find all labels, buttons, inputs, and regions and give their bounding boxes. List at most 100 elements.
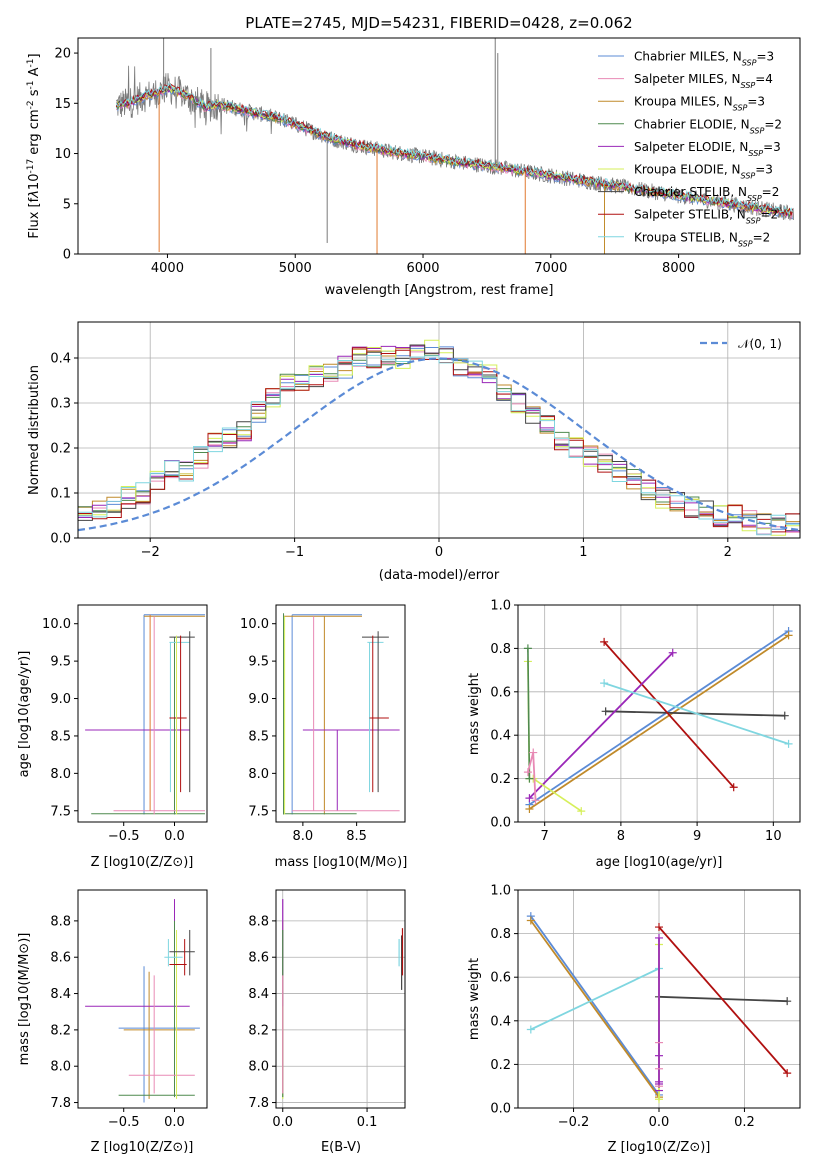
x-axis-label: (data-model)/error [379,568,500,583]
y-tick-label: 0.1 [50,487,71,502]
x-tick-label: 0 [435,545,443,560]
plot-area [526,912,792,1104]
y-axis-label: Flux [fλ10-17 erg cm-2 s-1 A-1] [26,53,42,238]
y-tick-label: 0.0 [50,532,71,547]
y-tick-label: 8.2 [248,1023,269,1038]
axes-mass-vs-EBV: 0.0 0.1 7.8 8.0 8.2 8.4 8.6 8.8 [248,889,406,1130]
legend-entry: 𝒩(0, 1) [738,337,782,351]
x-axis-label: Z [log10(Z/Z⊙)] [608,1140,711,1155]
plot-area [282,899,404,1099]
data-marker [523,644,532,653]
x-axis-label: mass [log10(M/M⊙)] [275,855,408,870]
series-line [530,919,660,1098]
plot-area [85,614,205,815]
data-marker [601,707,610,716]
x-axis-label: age [log10(age/yr)] [596,855,723,870]
y-tick-label: 7.5 [50,804,71,819]
x-axis-label: Z [log10(Z/Z⊙)] [91,855,194,870]
y-tick-label: 8.4 [248,987,269,1002]
legend-entry: Kroupa STELIB, NSSP=2 [634,230,770,248]
axes-frame [275,604,406,823]
data-marker [525,794,534,803]
plot-area [85,899,200,1103]
x-tick-label: 0.0 [164,1115,185,1130]
data-marker [668,648,677,657]
y-tick-label: 7.5 [248,804,269,819]
data-marker [780,711,789,720]
x-tick-label: 8 [617,829,625,844]
plot-area [78,339,800,536]
data-marker [523,768,532,777]
y-tick-label: 0.6 [490,971,511,986]
axes-massweight-vs-age: 7 8 9 10 0.0 0.2 0.4 0.6 0.8 1.0 [490,599,801,844]
plot-area [283,613,400,815]
axes-residuals: −2 −1 0 1 2 0.0 0.1 0.2 0.3 0.4 [50,321,801,560]
y-tick-label: 0.0 [490,1102,511,1117]
axes-frame [77,37,801,255]
axes-spectrum: 4000 5000 6000 7000 8000 0 5 10 15 20 [54,37,801,276]
x-axis-label: Z [log10(Z/Z⊙)] [91,1140,194,1155]
series-line [528,652,674,799]
y-tick-label: 5 [63,197,71,212]
y-tick-label: 0.8 [490,927,511,942]
plot-area [523,627,793,816]
y-tick-label: 0.2 [490,772,511,787]
y-tick-label: 9.5 [50,655,71,670]
data-marker [525,774,534,783]
x-tick-label: 6000 [406,261,439,276]
axes-massweight-vs-Z: −0.2 0.0 0.2 0.0 0.2 0.4 0.6 0.8 1.0 [490,884,801,1130]
y-axis-label: age [log10(age/yr)] [17,651,32,778]
y-tick-label: 8.6 [248,951,269,966]
series-line [528,630,790,806]
y-tick-label: 8.5 [248,729,269,744]
x-tick-label: 10 [765,829,782,844]
series-line [528,634,790,810]
series-line [603,682,789,745]
normal-curve [78,357,800,532]
x-tick-label: −0.5 [108,1115,140,1130]
x-tick-label: 8.0 [293,829,314,844]
legend-entry: Chabrier ELODIE, NSSP=2 [634,117,782,135]
y-tick-label: 0.8 [490,642,511,657]
data-marker [655,1095,663,1104]
legend-entry: Chabrier MILES, NSSP=3 [634,50,774,68]
y-axis-label: mass [log10(M/M⊙)] [17,933,32,1066]
legend-entry: Kroupa ELODIE, NSSP=3 [634,163,773,181]
x-axis-label: E(B-V) [321,1140,361,1155]
data-marker [783,997,792,1006]
axes-frame [275,889,406,1109]
plot-area [115,38,794,254]
data-marker [577,807,586,816]
y-tick-label: 1.0 [490,884,511,899]
y-tick-label: 8.6 [50,951,71,966]
series-line [603,641,735,788]
series-line [658,926,788,1074]
data-marker [784,739,793,748]
y-tick-label: 8.2 [50,1023,71,1038]
data-marker [783,1069,792,1078]
x-tick-label: 1 [579,545,587,560]
data-marker [531,796,540,805]
y-tick-label: 9.5 [248,655,269,670]
data-marker [526,1025,535,1034]
x-tick-label: 0.2 [734,1115,755,1130]
axes-frame [77,604,208,823]
legend-entry: Salpeter STELIB, NSSP=2 [634,208,778,226]
data-marker [600,637,609,646]
y-axis-label: mass weight [467,673,482,755]
data-marker [655,933,663,942]
axes-age-vs-Z: −0.5 0.0 7.5 8.0 8.5 9.0 9.5 10.0 [42,604,208,844]
data-marker [526,916,535,925]
y-tick-label: 0.0 [490,816,511,831]
data-marker [529,748,538,757]
y-tick-label: 0.2 [490,1058,511,1073]
y-tick-label: 9.0 [50,692,71,707]
x-tick-label: 9 [693,829,701,844]
y-tick-label: 0.4 [490,729,511,744]
y-tick-label: 8.0 [50,767,71,782]
x-tick-label: 2 [724,545,732,560]
x-tick-label: 0.0 [272,1115,293,1130]
y-tick-label: 8.4 [50,987,71,1002]
y-tick-label: 9.0 [248,692,269,707]
